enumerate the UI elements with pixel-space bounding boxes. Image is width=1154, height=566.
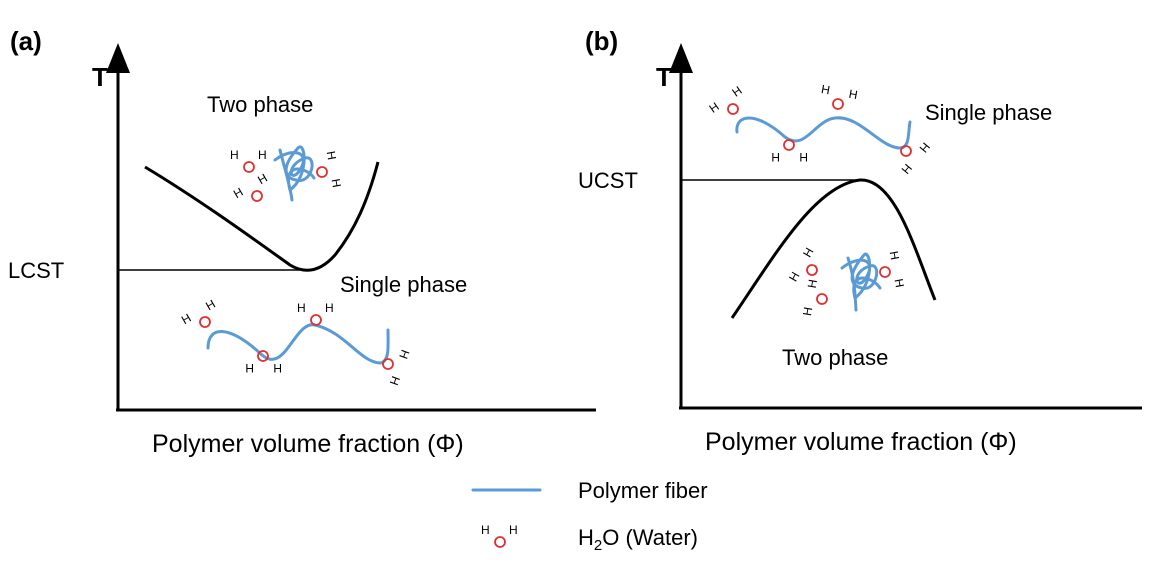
polymer-fiber [737,118,910,148]
oxygen [311,315,321,325]
legend-text: H [578,525,594,550]
diagram: (a) T Two phase LCST Single phase Polyme… [0,0,1154,566]
water-molecule: HH [891,133,933,177]
panel-label: (b) [585,26,618,56]
hydrogen: H [481,523,490,537]
oxygen [250,189,264,203]
hydrogen: H [245,361,254,375]
phase-curve [732,180,935,318]
hydrogen: H [230,148,239,162]
hydrogen: H [916,140,932,156]
hydrogen: H [273,361,282,375]
hydrogen: H [786,269,802,284]
polymer-coil [275,147,314,200]
legend-label: H2O (Water) [578,525,698,554]
region-label: Single phase [340,272,467,297]
x-axis-label: Polymer volume fraction (Φ) [705,428,1017,456]
oxygen [805,263,819,277]
hydrogen: H [848,87,859,102]
hydrogen: H [805,278,820,289]
region-label: Single phase [925,100,1052,125]
oxygen [784,140,794,150]
hydrogen: H [771,150,780,164]
y-axis-label: T [92,62,108,92]
water-molecule: HH [231,171,275,210]
hydrogen: H [707,99,722,115]
hydrogen: H [898,161,914,177]
hydrogen: H [203,297,218,313]
oxygen [726,102,740,116]
water-molecule: HH [771,140,808,164]
hydrogen: H [396,348,412,361]
hydrogen: H [324,150,339,161]
polymer-coil [842,254,880,310]
oxygen [382,358,395,371]
hydrogen: H [297,301,306,315]
hydrogen: H [231,185,246,201]
oxygen [198,315,212,329]
oxygen [244,162,254,172]
water-molecule: HH [800,278,830,318]
oxygen [495,537,505,547]
y-axis-label: T [656,62,672,92]
hydrogen: H [509,523,518,537]
legend-label: Polymer fiber [578,478,708,503]
hydrogen: H [729,83,744,99]
oxygen [832,98,844,110]
critical-label: UCST [578,168,638,193]
hydrogen: H [328,178,343,189]
water-molecule: HH [377,344,412,387]
legend-text: O (Water) [602,525,698,550]
hydrogen: H [891,278,906,289]
region-label: Two phase [207,92,313,117]
hydrogen: H [800,245,816,260]
oxygen [899,144,913,158]
oxygen [879,266,891,278]
oxygen [316,166,328,178]
panel-label: (a) [10,26,42,56]
legend-subscript: 2 [594,537,602,554]
region-label: Two phase [782,345,888,370]
oxygen [816,293,828,305]
hydrogen: H [325,301,334,315]
hydrogen: H [800,306,815,317]
water-molecule: HH [179,297,223,336]
hydrogen: H [387,374,403,387]
hydrogen: H [179,311,194,327]
hydrogen: H [799,150,808,164]
polymer-fiber [208,325,388,363]
critical-label: LCST [8,258,64,283]
water-molecule: HH [314,150,344,190]
hydrogen: H [820,82,831,97]
hydrogen: H [255,171,270,187]
water-molecule: HH [877,250,907,290]
x-axis-label: Polymer volume fraction (Φ) [152,430,464,458]
hydrogen: H [887,250,902,261]
hydrogen: H [258,148,267,162]
